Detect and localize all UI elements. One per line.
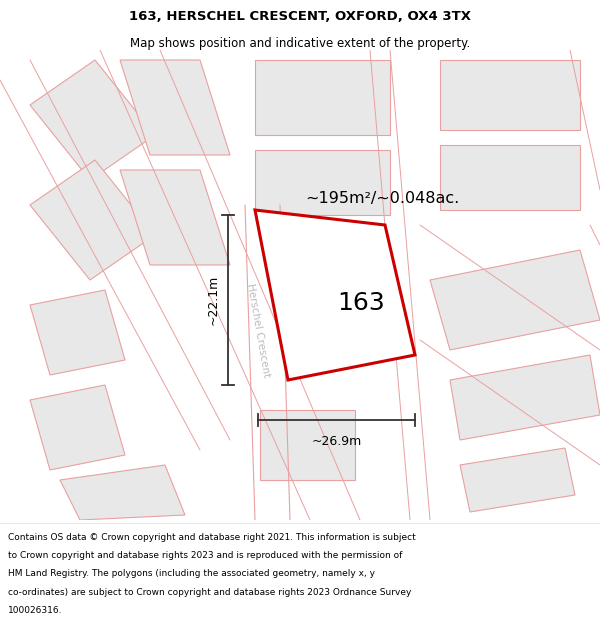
Polygon shape: [30, 160, 155, 280]
Text: ~26.9m: ~26.9m: [311, 435, 362, 448]
Text: 163: 163: [337, 291, 385, 314]
Polygon shape: [255, 60, 390, 135]
Polygon shape: [430, 250, 600, 350]
Polygon shape: [255, 210, 415, 380]
Polygon shape: [120, 60, 230, 155]
Text: Contains OS data © Crown copyright and database right 2021. This information is : Contains OS data © Crown copyright and d…: [8, 532, 416, 542]
Polygon shape: [30, 290, 125, 375]
Polygon shape: [260, 410, 355, 480]
Text: co-ordinates) are subject to Crown copyright and database rights 2023 Ordnance S: co-ordinates) are subject to Crown copyr…: [8, 588, 411, 597]
Polygon shape: [450, 355, 600, 440]
Polygon shape: [460, 448, 575, 512]
Polygon shape: [60, 465, 185, 520]
Text: to Crown copyright and database rights 2023 and is reproduced with the permissio: to Crown copyright and database rights 2…: [8, 551, 402, 560]
Text: Herschel Crescent: Herschel Crescent: [245, 282, 271, 378]
Text: 163, HERSCHEL CRESCENT, OXFORD, OX4 3TX: 163, HERSCHEL CRESCENT, OXFORD, OX4 3TX: [129, 10, 471, 23]
Polygon shape: [255, 150, 390, 215]
Polygon shape: [440, 145, 580, 210]
Polygon shape: [30, 60, 155, 180]
Text: ~22.1m: ~22.1m: [207, 275, 220, 325]
Polygon shape: [30, 385, 125, 470]
Text: 100026316.: 100026316.: [8, 606, 62, 615]
Polygon shape: [440, 60, 580, 130]
Text: HM Land Registry. The polygons (including the associated geometry, namely x, y: HM Land Registry. The polygons (includin…: [8, 569, 375, 578]
Text: ~195m²/~0.048ac.: ~195m²/~0.048ac.: [305, 191, 459, 206]
Text: Map shows position and indicative extent of the property.: Map shows position and indicative extent…: [130, 38, 470, 51]
Polygon shape: [120, 170, 230, 265]
